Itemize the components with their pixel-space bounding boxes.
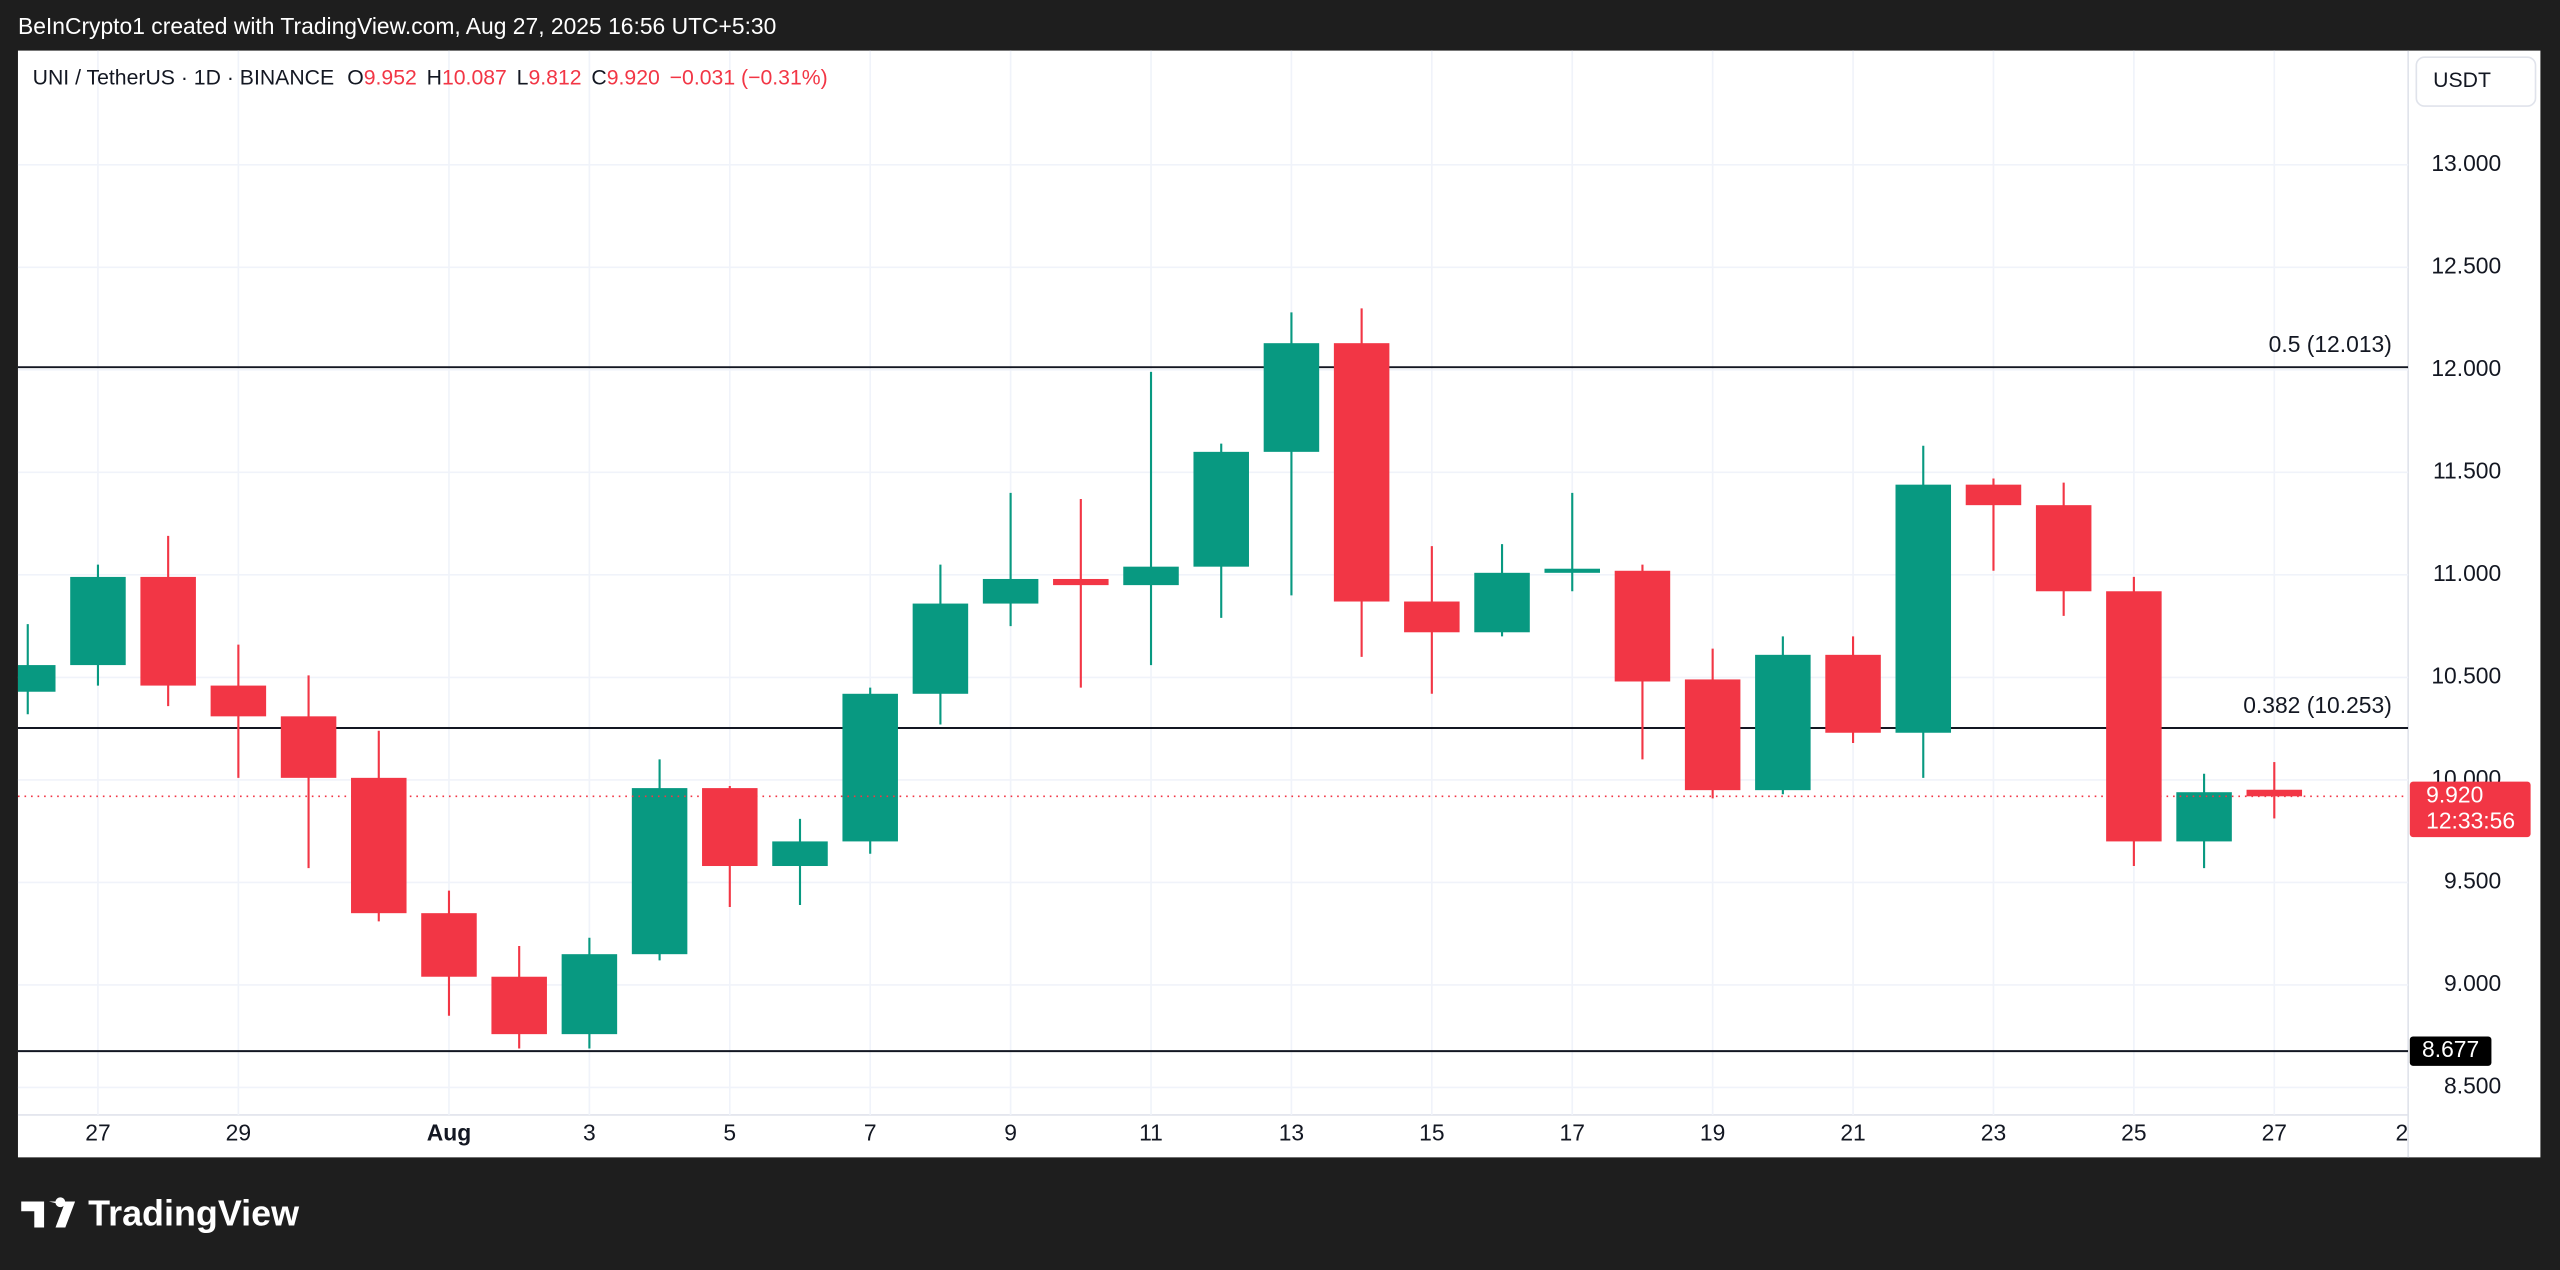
candle-body xyxy=(1193,451,1249,567)
candle-body xyxy=(1825,654,1881,733)
x-tick-label: 27 xyxy=(2262,1120,2287,1146)
x-tick-label: Aug xyxy=(427,1120,471,1146)
candle-body xyxy=(351,777,407,914)
ohlc-key: H xyxy=(427,66,442,89)
candle-body xyxy=(1895,484,1952,733)
candle-body xyxy=(772,841,828,867)
ohlc-value: 10.087 xyxy=(442,66,507,89)
level-label: 0.382 (10.253) xyxy=(2243,692,2392,718)
x-tick-label: 5 xyxy=(723,1120,736,1146)
x-tick-label: 25 xyxy=(2121,1120,2146,1146)
last-price-label: 9.920 xyxy=(2426,781,2483,807)
candle-body xyxy=(210,685,267,717)
y-tick-label: 9.500 xyxy=(2444,867,2501,893)
x-tick-label: 11 xyxy=(1139,1120,1163,1146)
ohlc-key: O xyxy=(347,66,364,89)
x-tick-label: 21 xyxy=(1840,1120,1865,1146)
overlay: UNI / TetherUS · 1D · BINANCE O9.952 H10.0… xyxy=(33,66,2531,1146)
candle-body xyxy=(1263,343,1320,452)
candle-body xyxy=(70,576,126,666)
candle-body xyxy=(1544,568,1600,573)
candle-body xyxy=(1474,572,1530,633)
candle-body xyxy=(1123,566,1179,586)
candle-body xyxy=(1755,654,1811,791)
candle-body xyxy=(702,788,758,867)
y-tick-label: 11.500 xyxy=(2433,457,2501,483)
candle-body xyxy=(2246,789,2303,797)
currency-label: USDT xyxy=(2433,69,2491,92)
x-tick-label: 15 xyxy=(1419,1120,1444,1146)
candle-body xyxy=(1404,601,1460,633)
candle-body xyxy=(2106,591,2162,842)
change: −0.031 (−0.31%) xyxy=(670,66,828,89)
candle-body xyxy=(1333,343,1390,602)
candle-body xyxy=(912,603,969,694)
candle-body xyxy=(2035,505,2092,592)
level-label: 0.5 (12.013) xyxy=(2269,331,2392,357)
y-tick-label: 8.500 xyxy=(2444,1072,2501,1098)
x-tick-label: 29 xyxy=(226,1120,251,1146)
x-tick-label: 13 xyxy=(1279,1120,1304,1146)
ohlc-key: L xyxy=(517,66,529,89)
candle-body xyxy=(17,665,56,692)
candle-body xyxy=(1614,570,1671,682)
candle-body xyxy=(1684,679,1741,791)
candle-body xyxy=(2176,792,2232,842)
candle-body xyxy=(421,913,477,977)
x-tick-label: 7 xyxy=(864,1120,877,1146)
x-tick-label: 19 xyxy=(1700,1120,1725,1146)
candle-body xyxy=(982,578,1039,604)
header-text: BeInCrypto1 created with TradingView.com… xyxy=(18,13,776,39)
logo-icon xyxy=(21,1197,76,1228)
x-tick-label: 27 xyxy=(85,1120,110,1146)
x-tick-label: 3 xyxy=(583,1120,596,1146)
y-tick-label: 13.000 xyxy=(2431,150,2501,176)
last-price-box xyxy=(2409,781,2531,838)
ohlc-key: C xyxy=(591,66,606,89)
logo-text: TradingView xyxy=(88,1193,299,1234)
legend: UNI / TetherUS · 1D · BINANCE O9.952 H10.0… xyxy=(33,66,828,89)
ohlc-value: 9.920 xyxy=(607,66,660,89)
candle-body xyxy=(842,693,898,842)
ohlc-value: 9.812 xyxy=(528,66,581,89)
y-tick-label: 12.500 xyxy=(2431,252,2501,278)
y-tick-label: 10.500 xyxy=(2431,662,2501,688)
candle-body xyxy=(561,954,618,1035)
candle-body xyxy=(140,576,196,686)
plot xyxy=(17,308,2409,1053)
symbol: UNI / TetherUS · 1D · BINANCE xyxy=(33,66,334,89)
countdown-label: 12:33:56 xyxy=(2426,807,2515,833)
level-axis-box xyxy=(2409,1036,2492,1066)
x-tick-label: 23 xyxy=(1981,1120,2006,1146)
y-tick-label: 11.000 xyxy=(2433,560,2501,586)
candle-body xyxy=(1053,578,1109,586)
chart-area xyxy=(17,50,2541,1158)
candle-body xyxy=(631,788,688,955)
currency-button[interactable] xyxy=(2415,56,2537,107)
tradingview-logo: TradingView xyxy=(21,1193,299,1234)
y-tick-label: 9.000 xyxy=(2444,970,2501,996)
x-tick-label: 9 xyxy=(1004,1120,1017,1146)
x-tick-label: 2 xyxy=(2395,1120,2408,1146)
y-tick-label: 12.000 xyxy=(2431,355,2501,381)
ohlc-value: 9.952 xyxy=(364,66,417,89)
candle-body xyxy=(1965,484,2022,506)
candle-body xyxy=(491,976,547,1035)
x-tick-label: 17 xyxy=(1560,1120,1585,1146)
level-label: 8.677 xyxy=(2422,1036,2479,1062)
candle-body xyxy=(280,716,337,778)
